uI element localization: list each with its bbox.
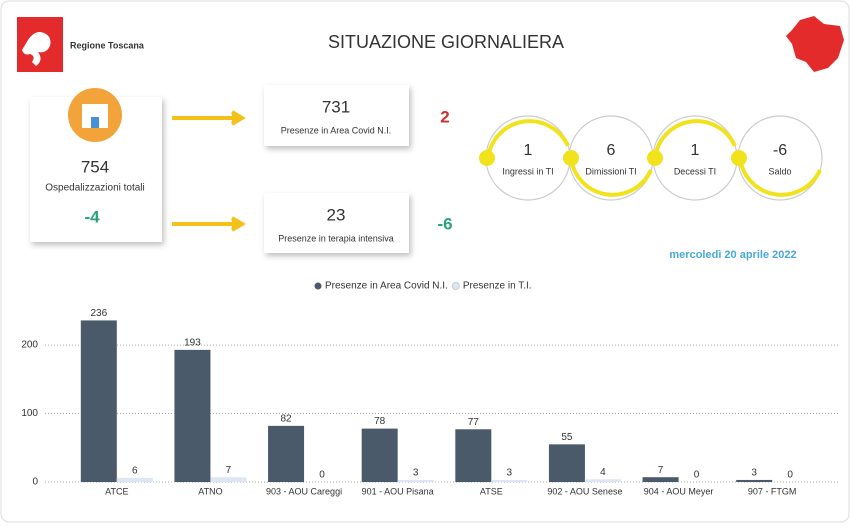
bar — [397, 479, 434, 482]
flow-label: Decessi TI — [674, 166, 716, 176]
x-tick-label: ATSE — [480, 486, 503, 496]
bar-chart: 0 100 200 Presenze in Area Covid N.I. Presen… — [21, 281, 840, 496]
arrow — [172, 216, 246, 232]
bar — [210, 477, 247, 482]
bar — [642, 477, 679, 482]
data-label: 3 — [751, 468, 757, 479]
data-label: 0 — [319, 470, 325, 481]
bar — [361, 428, 398, 482]
date: mercoledì 20 aprile 2022 — [669, 249, 796, 261]
x-tick-label: 907 - FTGM — [748, 486, 797, 496]
x-tick-label: 904 - AOU Meyer — [644, 486, 714, 496]
data-label: 78 — [374, 416, 386, 427]
x-tick-label: ATCE — [105, 486, 128, 496]
flow-label: Saldo — [768, 166, 791, 176]
data-label: 0 — [787, 470, 793, 481]
flow-value: 1 — [524, 142, 533, 159]
bar — [116, 477, 153, 482]
data-label: 82 — [281, 414, 293, 425]
data-label: 0 — [694, 470, 700, 481]
data-label: 236 — [90, 308, 107, 319]
flow-label: Ingressi in TI — [502, 166, 553, 176]
x-tick-label: 903 - AOU Careggi — [266, 486, 342, 496]
covid-value: 731 — [322, 97, 350, 116]
y-tick-label: 100 — [21, 408, 38, 419]
bar — [268, 425, 305, 482]
logo-text: Regione Toscana — [70, 40, 145, 50]
legend-label: Presenze in Area Covid N.I. — [325, 281, 448, 292]
bar — [174, 349, 211, 482]
arrow — [172, 110, 246, 126]
legend-marker — [451, 282, 460, 290]
intensive-label: Presenze in terapia intensiva — [278, 233, 394, 243]
data-label: 55 — [561, 432, 573, 443]
intensive-value: 23 — [327, 205, 346, 224]
page-title: SITUAZIONE GIORNALIERA — [328, 32, 564, 52]
flow-arcs — [486, 119, 822, 197]
bar — [80, 320, 117, 482]
bar — [548, 444, 585, 482]
covid-label: Presenze in Area Covid N.I. — [281, 125, 392, 135]
covid-card — [264, 85, 409, 146]
data-label: 3 — [507, 468, 513, 479]
data-label: 7 — [658, 465, 664, 476]
x-tick-label: 901 - AOU Pisana — [362, 486, 434, 496]
intensive-change: -6 — [437, 214, 452, 233]
data-label: 77 — [468, 417, 480, 428]
y-tick-label: 0 — [32, 477, 38, 488]
data-label: 6 — [132, 466, 138, 477]
legend-label: Presenze in T.I. — [463, 281, 532, 292]
bar — [491, 479, 528, 482]
total-label: Ospedalizzazioni totali — [45, 183, 145, 194]
covid-change: 2 — [440, 107, 449, 126]
flow-label: Dimissioni TI — [585, 166, 636, 176]
logo-emblem — [22, 32, 51, 66]
x-tick-label: 902 - AOU Senese — [547, 486, 622, 496]
data-label: 7 — [226, 465, 232, 476]
legend-marker — [314, 282, 322, 290]
total-value: 754 — [81, 157, 109, 176]
bar — [736, 479, 773, 482]
flow-value: 6 — [607, 142, 616, 159]
flow-value: 1 — [691, 142, 700, 159]
bar — [584, 479, 621, 482]
region-map — [786, 16, 844, 72]
data-label: 4 — [600, 467, 606, 478]
x-tick-label: ATNO — [198, 486, 222, 496]
intensive-card — [264, 193, 409, 253]
flow-value: -6 — [773, 142, 787, 159]
bar — [455, 429, 492, 482]
hospital-icon-door — [91, 117, 99, 128]
flow-dots — [479, 150, 747, 166]
data-label: 3 — [413, 468, 419, 479]
data-label: 193 — [184, 338, 201, 349]
y-tick-label: 200 — [21, 340, 38, 351]
total-change: -4 — [84, 207, 100, 226]
